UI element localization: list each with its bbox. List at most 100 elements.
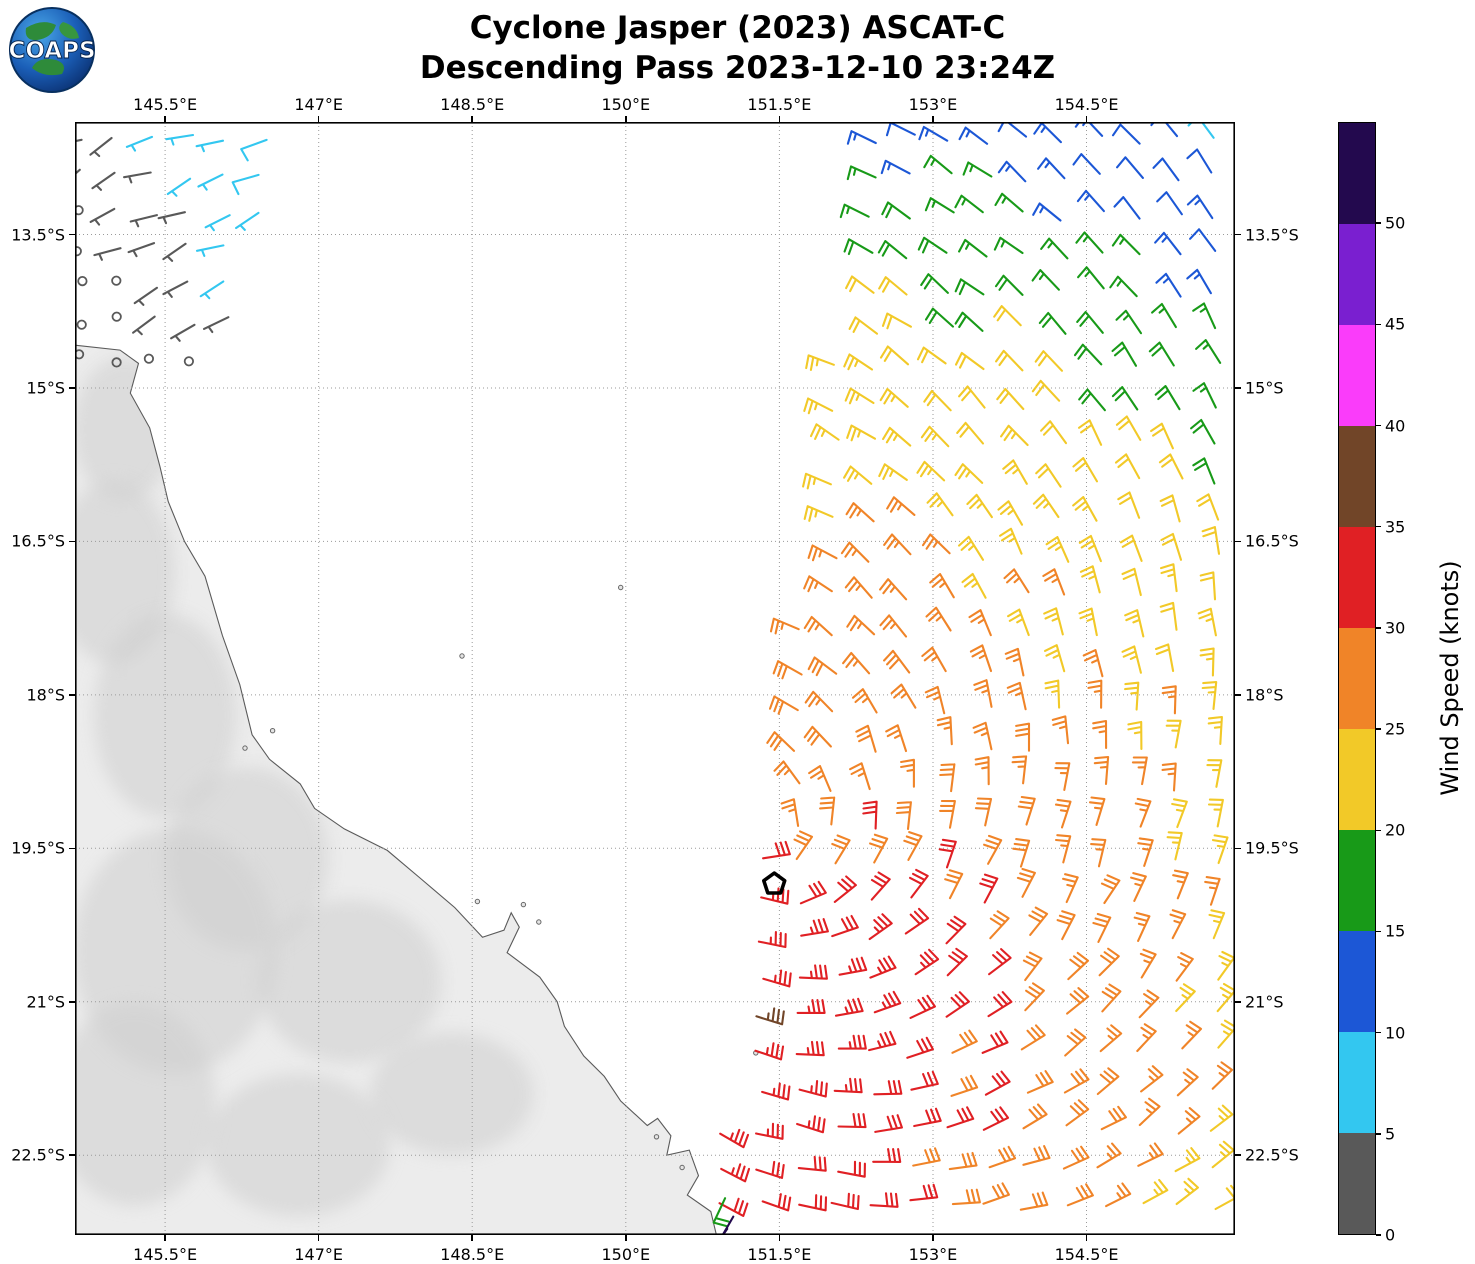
islet — [653, 1134, 660, 1140]
y-tick-mark — [1235, 1154, 1241, 1156]
colorbar-tick-label: 25 — [1385, 719, 1406, 739]
colorbar-tick-label: 5 — [1385, 1124, 1396, 1144]
coastline — [75, 344, 717, 1235]
y-tick-label-right: 21°S — [1245, 992, 1284, 1012]
colorbar-tick-label: 45 — [1385, 314, 1406, 334]
continent-shape — [59, 22, 79, 39]
colorbar-tick-label: 0 — [1385, 1225, 1396, 1245]
y-tick-label-right: 22.5°S — [1245, 1145, 1299, 1165]
x-tick-label-bottom: 151.5°E — [747, 1245, 812, 1264]
colorbar-tick-label: 35 — [1385, 517, 1406, 537]
colorbar-segment — [1339, 325, 1375, 426]
y-tick-label-right: 13.5°S — [1245, 225, 1299, 245]
colorbar — [1338, 122, 1376, 1235]
colorbar-tick-mark — [1376, 525, 1381, 528]
x-tick-mark — [932, 116, 934, 122]
islet — [679, 1164, 685, 1171]
colorbar-tick-mark — [1376, 1133, 1381, 1135]
colorbar-segment — [1339, 729, 1375, 830]
x-tick-label-bottom: 148.5°E — [440, 1245, 505, 1264]
colorbar-tick-label: 40 — [1385, 416, 1406, 436]
x-tick-label-top: 148.5°E — [440, 95, 505, 114]
x-tick-mark — [1085, 1235, 1088, 1241]
y-tick-mark — [1235, 540, 1241, 543]
y-tick-label-left: 13.5°S — [11, 225, 65, 245]
x-tick-mark — [471, 116, 473, 122]
x-tick-label-bottom: 154.5°E — [1054, 1245, 1119, 1264]
x-tick-label-top: 147°E — [294, 95, 343, 114]
x-tick-mark — [164, 1235, 166, 1241]
y-tick-label-left: 21°S — [26, 992, 65, 1012]
y-tick-mark — [69, 1154, 75, 1156]
x-tick-mark — [625, 116, 627, 122]
y-tick-label-left: 18°S — [26, 685, 65, 705]
x-tick-label-bottom: 153°E — [908, 1245, 958, 1264]
y-tick-mark — [69, 847, 75, 850]
y-tick-label-right: 15°S — [1245, 378, 1284, 398]
x-tick-label-top: 151.5°E — [747, 95, 812, 114]
islet — [459, 653, 465, 659]
x-tick-label-top: 145.5°E — [133, 95, 198, 114]
y-tick-label-right: 16.5°S — [1245, 531, 1299, 551]
colorbar-tick-label: 30 — [1385, 618, 1406, 638]
colorbar-segment — [1339, 1133, 1375, 1234]
colorbar-tick-mark — [1376, 1031, 1381, 1034]
map-plot — [75, 122, 1235, 1235]
x-tick-mark — [778, 116, 781, 122]
colorbar-tick-label: 20 — [1385, 820, 1406, 840]
y-tick-label-right: 18°S — [1245, 685, 1284, 705]
y-tick-label-right: 19.5°S — [1245, 838, 1299, 858]
colorbar-segment — [1339, 224, 1375, 325]
y-tick-label-left: 16.5°S — [11, 531, 65, 551]
y-tick-mark — [69, 387, 75, 389]
colorbar-axis-label: Wind Speed (knots) — [1436, 560, 1464, 796]
colorbar-segment — [1339, 426, 1375, 527]
colorbar-tick-mark — [1376, 222, 1381, 224]
islet — [536, 919, 542, 925]
y-tick-mark — [1235, 694, 1241, 696]
colorbar-segment — [1339, 628, 1375, 729]
colorbar-segment — [1339, 1032, 1375, 1133]
y-tick-label-left: 15°S — [26, 378, 65, 398]
islet — [242, 745, 248, 751]
continent-shape — [25, 22, 56, 41]
colorbar-tick-mark — [1376, 1234, 1381, 1236]
islet — [618, 584, 624, 591]
y-tick-mark — [69, 694, 75, 696]
x-tick-label-bottom: 145.5°E — [133, 1245, 198, 1264]
colorbar-segment — [1339, 931, 1375, 1032]
y-tick-label-left: 22.5°S — [11, 1145, 65, 1165]
y-tick-mark — [69, 233, 75, 236]
terrain-shading — [75, 347, 534, 1217]
y-tick-mark — [1235, 847, 1241, 850]
title-line2: Descending Pass 2023-12-10 23:24Z — [419, 50, 1056, 87]
y-tick-label-left: 19.5°S — [11, 838, 65, 858]
x-tick-mark — [932, 1235, 934, 1241]
x-tick-mark — [164, 116, 166, 122]
x-tick-mark — [317, 1235, 320, 1241]
x-tick-label-bottom: 147°E — [294, 1245, 343, 1264]
y-tick-mark — [1235, 387, 1241, 389]
x-tick-mark — [625, 1235, 627, 1241]
colorbar-segment — [1339, 527, 1375, 628]
logo-text: COAPS — [8, 38, 95, 64]
cyclone-center-marker — [761, 871, 787, 895]
colorbar-tick-mark — [1376, 424, 1381, 427]
colorbar-tick-mark — [1376, 728, 1381, 730]
x-tick-label-bottom: 150°E — [601, 1245, 651, 1264]
colorbar-tick-label: 50 — [1385, 213, 1406, 233]
y-tick-mark — [69, 540, 75, 543]
y-tick-mark — [1235, 233, 1241, 236]
colorbar-tick-label: 10 — [1385, 1023, 1406, 1043]
map-svg — [75, 122, 1235, 1235]
continent-shape — [32, 59, 64, 76]
islet — [474, 898, 481, 905]
colorbar-tick-mark — [1376, 627, 1381, 629]
colorbar-tick-mark — [1376, 323, 1381, 326]
islet — [520, 901, 527, 908]
colorbar-tick-mark — [1376, 930, 1381, 933]
x-tick-mark — [1085, 116, 1088, 122]
title-line1: Cyclone Jasper (2023) ASCAT-C — [469, 10, 1006, 46]
colorbar-segment — [1339, 123, 1375, 224]
